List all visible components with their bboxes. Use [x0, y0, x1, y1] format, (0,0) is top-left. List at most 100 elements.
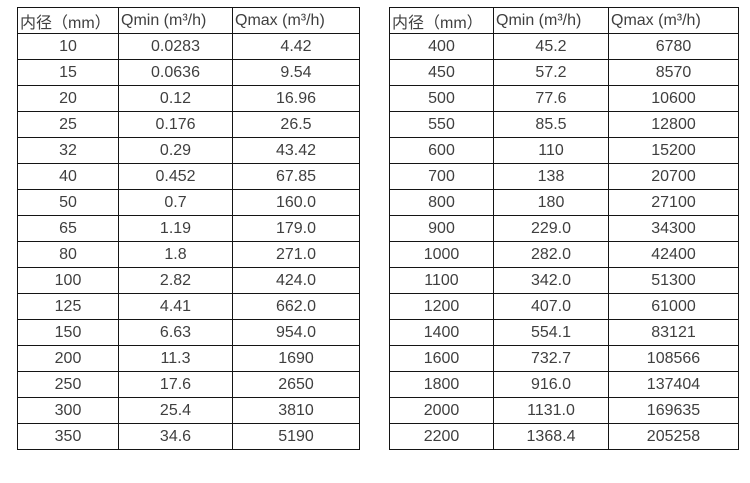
table-row: 1600 732.7 108566: [389, 345, 739, 372]
table-cell: 800: [389, 189, 494, 216]
table-cell: 150: [17, 319, 119, 346]
table-row: 20 0.12 16.96: [17, 85, 360, 112]
table-cell: 2000: [389, 397, 494, 424]
table-cell: 125: [17, 293, 119, 320]
flow-spec-table-small-diameters: 内径（mm） Qmin (m³/h) Qmax (m³/h) 10 0.0283 4.4…: [17, 7, 360, 450]
table-cell: 5190: [232, 423, 360, 450]
table-row: 550 85.5 12800: [389, 111, 739, 138]
table-cell: 0.12: [118, 85, 233, 112]
header-row: 内径（mm） Qmin (m³/h) Qmax (m³/h): [17, 7, 360, 34]
column-header: Qmin (m³/h): [118, 7, 233, 34]
table-cell: 916.0: [493, 371, 609, 398]
table-row: 65 1.19 179.0: [17, 215, 360, 242]
table-row: 2200 1368.4 205258: [389, 423, 739, 450]
table-row: 80 1.8 271.0: [17, 241, 360, 268]
table-cell: 16.96: [232, 85, 360, 112]
table-row: 50 0.7 160.0: [17, 189, 360, 216]
table-cell: 4.41: [118, 293, 233, 320]
table-cell: 500: [389, 85, 494, 112]
table-cell: 282.0: [493, 241, 609, 268]
table-cell: 34.6: [118, 423, 233, 450]
table-cell: 954.0: [232, 319, 360, 346]
table-cell: 0.29: [118, 137, 233, 164]
table-cell: 600: [389, 137, 494, 164]
table-cell: 50: [17, 189, 119, 216]
table-cell: 1600: [389, 345, 494, 372]
table-row: 900 229.0 34300: [389, 215, 739, 242]
table-body: 10 0.0283 4.42 15 0.0636 9.54 20 0.12 16.96 25 0.1…: [17, 33, 360, 450]
table-cell: 17.6: [118, 371, 233, 398]
table-cell: 57.2: [493, 59, 609, 86]
table-cell: 3810: [232, 397, 360, 424]
table-row: 800 180 27100: [389, 189, 739, 216]
table-cell: 0.0283: [118, 33, 233, 60]
table-row: 150 6.63 954.0: [17, 319, 360, 346]
table-row: 450 57.2 8570: [389, 59, 739, 86]
table-cell: 1100: [389, 267, 494, 294]
table-row: 200 11.3 1690: [17, 345, 360, 372]
table-row: 2000 1131.0 169635: [389, 397, 739, 424]
table-cell: 450: [389, 59, 494, 86]
table-row: 350 34.6 5190: [17, 423, 360, 450]
table-cell: 27100: [608, 189, 739, 216]
table-cell: 45.2: [493, 33, 609, 60]
table-row: 1000 282.0 42400: [389, 241, 739, 268]
table-row: 15 0.0636 9.54: [17, 59, 360, 86]
table-cell: 108566: [608, 345, 739, 372]
table-row: 700 138 20700: [389, 163, 739, 190]
table-row: 10 0.0283 4.42: [17, 33, 360, 60]
table-cell: 1690: [232, 345, 360, 372]
table-row: 500 77.6 10600: [389, 85, 739, 112]
table-cell: 200: [17, 345, 119, 372]
column-header: Qmin (m³/h): [493, 7, 609, 34]
table-cell: 0.0636: [118, 59, 233, 86]
table-cell: 34300: [608, 215, 739, 242]
table-cell: 342.0: [493, 267, 609, 294]
table-cell: 67.85: [232, 163, 360, 190]
table-cell: 1131.0: [493, 397, 609, 424]
table-cell: 8570: [608, 59, 739, 86]
table-cell: 229.0: [493, 215, 609, 242]
table-cell: 205258: [608, 423, 739, 450]
table-cell: 25: [17, 111, 119, 138]
table-cell: 83121: [608, 319, 739, 346]
table-cell: 10600: [608, 85, 739, 112]
table-cell: 400: [389, 33, 494, 60]
table-cell: 0.452: [118, 163, 233, 190]
table-cell: 160.0: [232, 189, 360, 216]
table-cell: 12800: [608, 111, 739, 138]
table-cell: 424.0: [232, 267, 360, 294]
table-cell: 0.176: [118, 111, 233, 138]
table-cell: 110: [493, 137, 609, 164]
table-row: 1800 916.0 137404: [389, 371, 739, 398]
table-cell: 1.8: [118, 241, 233, 268]
table-cell: 300: [17, 397, 119, 424]
table-cell: 1400: [389, 319, 494, 346]
table-cell: 1800: [389, 371, 494, 398]
table-cell: 100: [17, 267, 119, 294]
table-row: 400 45.2 6780: [389, 33, 739, 60]
table-cell: 51300: [608, 267, 739, 294]
table-row: 1200 407.0 61000: [389, 293, 739, 320]
table-cell: 0.7: [118, 189, 233, 216]
table-cell: 271.0: [232, 241, 360, 268]
table-row: 25 0.176 26.5: [17, 111, 360, 138]
table-cell: 4.42: [232, 33, 360, 60]
table-cell: 43.42: [232, 137, 360, 164]
table-cell: 662.0: [232, 293, 360, 320]
table-cell: 61000: [608, 293, 739, 320]
table-cell: 15200: [608, 137, 739, 164]
table-cell: 732.7: [493, 345, 609, 372]
table-row: 100 2.82 424.0: [17, 267, 360, 294]
table-cell: 250: [17, 371, 119, 398]
table-row: 125 4.41 662.0: [17, 293, 360, 320]
table-cell: 179.0: [232, 215, 360, 242]
table-cell: 9.54: [232, 59, 360, 86]
table-header: 内径（mm） Qmin (m³/h) Qmax (m³/h): [17, 7, 360, 34]
column-header: 内径（mm）: [389, 7, 494, 34]
column-header: Qmax (m³/h): [608, 7, 739, 34]
table-cell: 1.19: [118, 215, 233, 242]
table-cell: 11.3: [118, 345, 233, 372]
table-cell: 700: [389, 163, 494, 190]
